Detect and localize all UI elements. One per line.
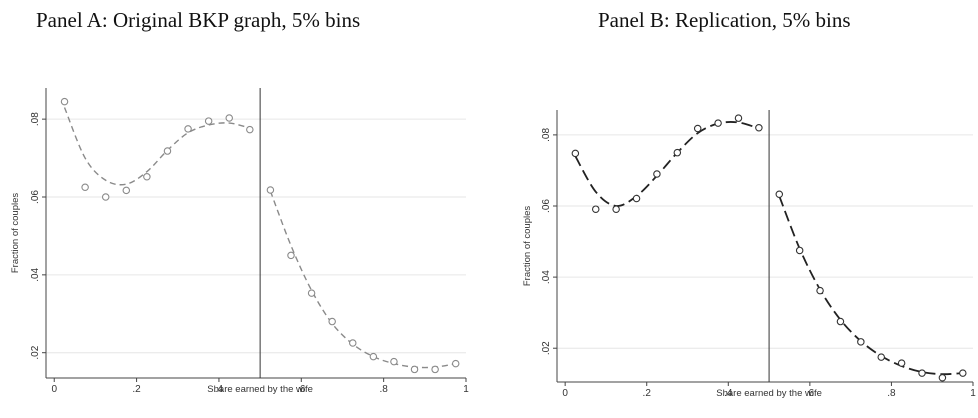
data-point xyxy=(143,173,151,181)
data-point xyxy=(653,170,661,178)
panel-a-title: Panel A: Original BKP graph, 5% bins xyxy=(36,8,361,32)
fit-line-left xyxy=(574,121,760,207)
data-point xyxy=(266,186,275,194)
x-tick-label: 0 xyxy=(562,388,568,399)
data-point xyxy=(410,365,419,374)
data-point xyxy=(632,194,641,203)
data-point xyxy=(287,251,295,260)
fit-line-right xyxy=(269,190,456,369)
data-point xyxy=(857,338,865,346)
data-point xyxy=(81,183,89,192)
data-point xyxy=(122,186,131,195)
x-tick-label: 1 xyxy=(970,388,976,399)
y-tick-label: .02 xyxy=(541,341,552,355)
y-axis-label: Fraction of couples xyxy=(10,193,21,274)
data-point xyxy=(184,125,192,133)
data-point xyxy=(836,317,845,326)
fit-line-left xyxy=(63,107,250,186)
data-point xyxy=(101,193,110,201)
data-point xyxy=(204,117,213,125)
x-tick-label: .2 xyxy=(643,388,652,399)
y-axis-label: Fraction of couples xyxy=(522,206,533,287)
x-tick-label: .8 xyxy=(379,384,388,395)
x-tick-label: 0 xyxy=(51,384,57,395)
data-point xyxy=(877,353,885,361)
data-point xyxy=(673,148,682,157)
data-point xyxy=(571,149,580,158)
x-tick-label: .4 xyxy=(724,388,733,399)
data-point xyxy=(328,317,336,326)
data-point xyxy=(755,124,763,132)
data-point xyxy=(307,289,316,297)
y-tick-label: .06 xyxy=(541,199,552,213)
data-point xyxy=(714,119,722,127)
data-point xyxy=(369,352,378,361)
data-point xyxy=(163,147,172,155)
data-point xyxy=(225,114,233,122)
y-tick-label: .04 xyxy=(30,267,41,281)
x-axis-label: Share earned by the wife xyxy=(716,388,822,399)
data-point xyxy=(938,373,947,382)
data-point xyxy=(451,359,460,368)
data-point xyxy=(349,339,357,347)
data-point xyxy=(775,190,784,199)
data-point xyxy=(390,357,398,366)
x-tick-label: .6 xyxy=(806,388,815,399)
data-point xyxy=(431,365,439,374)
data-point xyxy=(734,114,743,122)
data-point xyxy=(591,205,600,213)
panel-a-plot: .02 .04 .06 .08 0 .2 .4 .6 .8 1 Share earned by th… xyxy=(10,88,469,395)
x-tick-label: .4 xyxy=(215,384,224,395)
data-point xyxy=(897,359,906,367)
data-point xyxy=(612,205,620,213)
panel-b-plot: .02 .04 .06 .08 0 .2 .4 .6 .8 1 Share earned by th… xyxy=(522,110,976,399)
x-tick-label: .6 xyxy=(297,384,306,395)
y-tick-label: .08 xyxy=(30,112,41,126)
y-tick-label: .04 xyxy=(541,270,552,284)
y-tick-label: .08 xyxy=(541,128,552,142)
data-point xyxy=(693,124,702,133)
panel-b-title: Panel B: Replication, 5% bins xyxy=(598,8,851,32)
data-point xyxy=(918,369,926,377)
data-point xyxy=(959,369,967,377)
data-point xyxy=(246,125,254,134)
x-tick-label: 1 xyxy=(463,384,469,395)
data-point xyxy=(795,246,804,255)
fit-line-right xyxy=(778,195,963,376)
y-tick-label: .06 xyxy=(30,190,41,204)
data-point xyxy=(816,286,824,295)
x-tick-label: .8 xyxy=(887,388,896,399)
x-axis-label: Share earned by the wife xyxy=(207,384,313,395)
x-tick-label: .2 xyxy=(132,384,141,395)
y-tick-label: .02 xyxy=(30,345,41,359)
data-point xyxy=(60,97,69,106)
